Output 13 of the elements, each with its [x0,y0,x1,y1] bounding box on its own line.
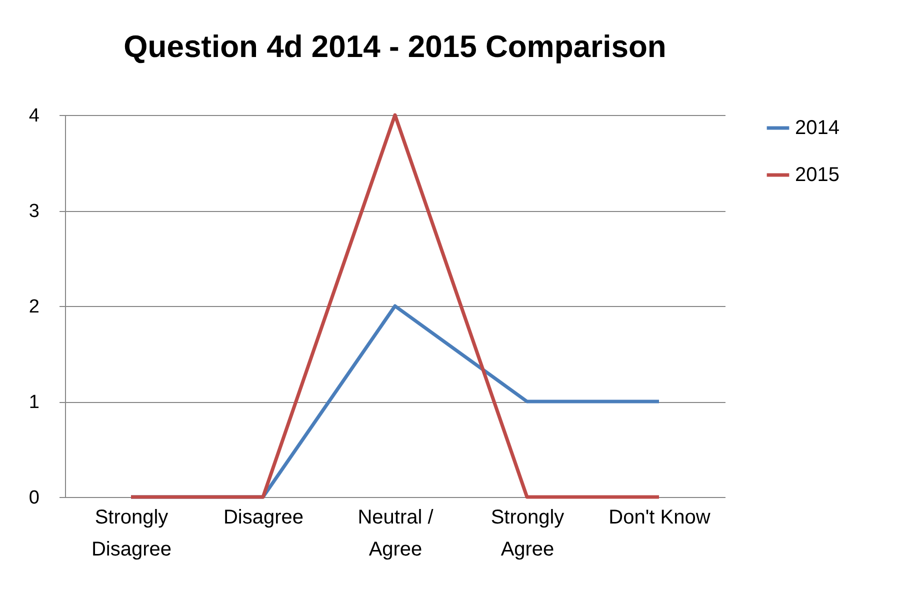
legend-label: 2015 [795,164,840,186]
x-tick-label: Don't Know [608,506,711,528]
x-tick-label: Disagree [223,506,304,528]
y-tick-label: 1 [28,392,40,413]
y-tick-label: 2 [28,296,40,318]
chart-title: Question 4d 2014 - 2015 Comparison [124,29,666,64]
y-tick-label: 0 [28,488,40,508]
x-tick-label: Neutral / Agree [358,506,434,560]
legend-label: 2014 [795,117,840,139]
x-tick-label: Strongly Disagree [91,506,172,560]
y-tick-label: 4 [28,106,40,126]
y-tick-label: 3 [28,201,40,222]
x-tick-label: Strongly Agree [490,506,564,560]
